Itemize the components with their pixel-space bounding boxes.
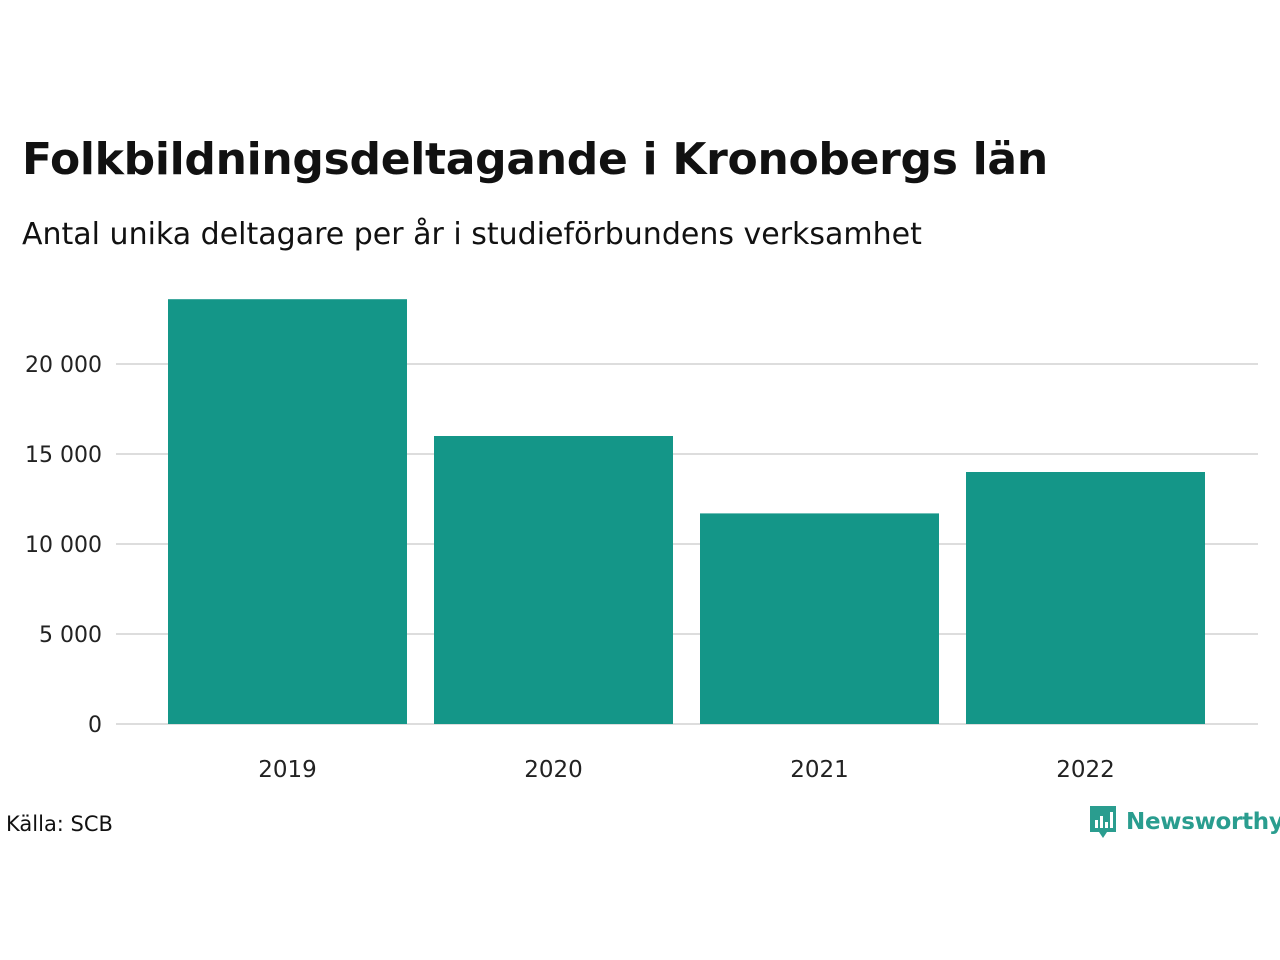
y-tick-label: 15 000 — [25, 443, 102, 468]
y-tick-label: 10 000 — [25, 533, 102, 558]
bar-2020 — [434, 436, 673, 724]
bar-chart: 0 5 000 10 000 15 000 20 000 2019 2020 2021 202… — [25, 299, 1258, 783]
y-tick-label: 0 — [88, 713, 102, 738]
bar-2022 — [966, 472, 1205, 724]
x-tick-label: 2019 — [258, 757, 317, 783]
chart-subtitle: Antal unika deltagare per år i studieför… — [22, 217, 922, 252]
chart-title: Folkbildningsdeltagande i Kronobergs län — [22, 134, 1048, 185]
brand-logo: Newsworthy — [1088, 802, 1280, 842]
bar-2019 — [168, 299, 407, 724]
y-tick-label: 5 000 — [39, 623, 102, 648]
x-axis-tick-labels: 2019 2020 2021 2022 — [258, 757, 1115, 783]
bar-2021 — [700, 513, 939, 724]
y-tick-label: 20 000 — [25, 353, 102, 378]
x-tick-label: 2022 — [1056, 757, 1115, 783]
source-note: Källa: SCB — [6, 812, 113, 836]
x-tick-label: 2021 — [790, 757, 849, 783]
brand-name: Newsworthy — [1126, 809, 1280, 835]
newsworthy-logo-icon — [1090, 806, 1116, 838]
y-axis-tick-labels: 0 5 000 10 000 15 000 20 000 — [25, 353, 102, 738]
bars — [168, 299, 1205, 724]
x-tick-label: 2020 — [524, 757, 583, 783]
